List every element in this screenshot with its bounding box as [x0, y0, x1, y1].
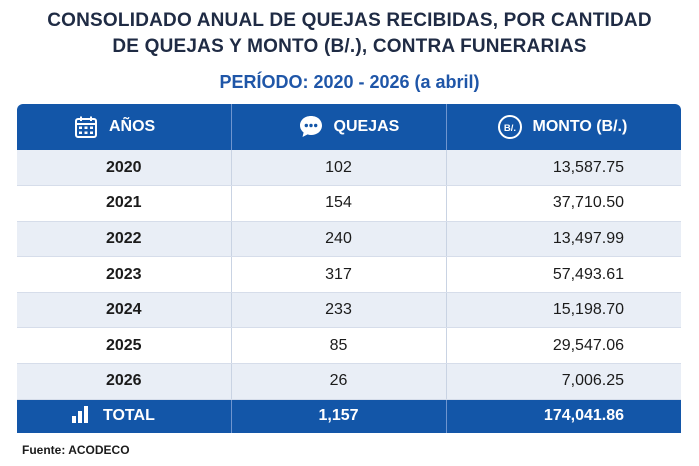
complaints-table-container: AÑOS QUEJAS: [17, 104, 681, 436]
total-label: TOTAL: [103, 407, 155, 425]
period-subtitle: PERÍODO: 2020 - 2026 (a abril): [219, 72, 480, 92]
complaints-cell: 317: [231, 256, 447, 293]
complaints-table: AÑOS QUEJAS: [17, 104, 681, 434]
table-row: 2026 26 7,006.25: [17, 363, 681, 400]
complaints-cell: 240: [231, 221, 447, 258]
complaints-cell: 154: [231, 185, 447, 222]
calendar-icon: [73, 114, 99, 140]
amount-cell: 37,710.50: [446, 185, 681, 222]
amount-cell: 15,198.70: [446, 292, 681, 329]
title-line-1: CONSOLIDADO ANUAL DE QUEJAS RECIBIDAS, P…: [47, 10, 652, 31]
amount-cell: 13,497.99: [446, 221, 681, 258]
header-amount-label: MONTO (B/.): [532, 118, 628, 135]
complaints-cell: 85: [231, 327, 447, 365]
bar-chart-icon: [71, 405, 89, 428]
table-header-row: AÑOS QUEJAS: [17, 104, 681, 150]
header-years: AÑOS: [17, 104, 232, 150]
year-cell: 2022: [17, 221, 232, 258]
source-note: Fuente: ACODECO: [22, 443, 130, 457]
header-complaints-label: QUEJAS: [333, 118, 400, 135]
year-cell: 2024: [17, 292, 232, 329]
title-line-2: DE QUEJAS Y MONTO (B/.), CONTRA FUNERARI…: [112, 36, 587, 57]
table-row: 2020 102 13,587.75: [17, 150, 681, 187]
complaints-cell: 102: [231, 150, 447, 187]
table-row: 2022 240 13,497.99: [17, 221, 681, 258]
year-cell: 2021: [17, 185, 232, 222]
amount-cell: 57,493.61: [446, 256, 681, 293]
total-row: TOTAL 1,157 174,041.86: [17, 399, 681, 434]
chat-bubble-icon: [298, 114, 324, 140]
total-complaints-cell: 1,157: [231, 399, 447, 434]
year-cell: 2023: [17, 256, 232, 293]
table-row: 2021 154 37,710.50: [17, 185, 681, 222]
balboa-currency-icon: B/.: [497, 114, 523, 140]
table-row: 2025 85 29,547.06: [17, 327, 681, 365]
total-amount-cell: 174,041.86: [543, 407, 624, 425]
svg-text:B/.: B/.: [503, 123, 515, 134]
header-complaints: QUEJAS: [231, 104, 447, 150]
year-cell: 2020: [17, 150, 232, 187]
complaints-cell: 233: [231, 292, 447, 329]
header-amount: B/. MONTO (B/.): [446, 104, 681, 150]
table-row: 2024 233 15,198.70: [17, 292, 681, 329]
year-cell: 2025: [17, 327, 232, 365]
header-years-label: AÑOS: [109, 118, 156, 135]
amount-cell: 13,587.75: [446, 150, 681, 187]
total-label-cell: TOTAL: [17, 399, 232, 434]
page-title: CONSOLIDADO ANUAL DE QUEJAS RECIBIDAS, P…: [0, 8, 699, 60]
amount-cell: 29,547.06: [446, 327, 681, 365]
amount-cell: 7,006.25: [446, 363, 681, 400]
table-row: 2023 317 57,493.61: [17, 256, 681, 293]
complaints-cell: 26: [231, 363, 447, 400]
year-cell: 2026: [17, 363, 232, 400]
